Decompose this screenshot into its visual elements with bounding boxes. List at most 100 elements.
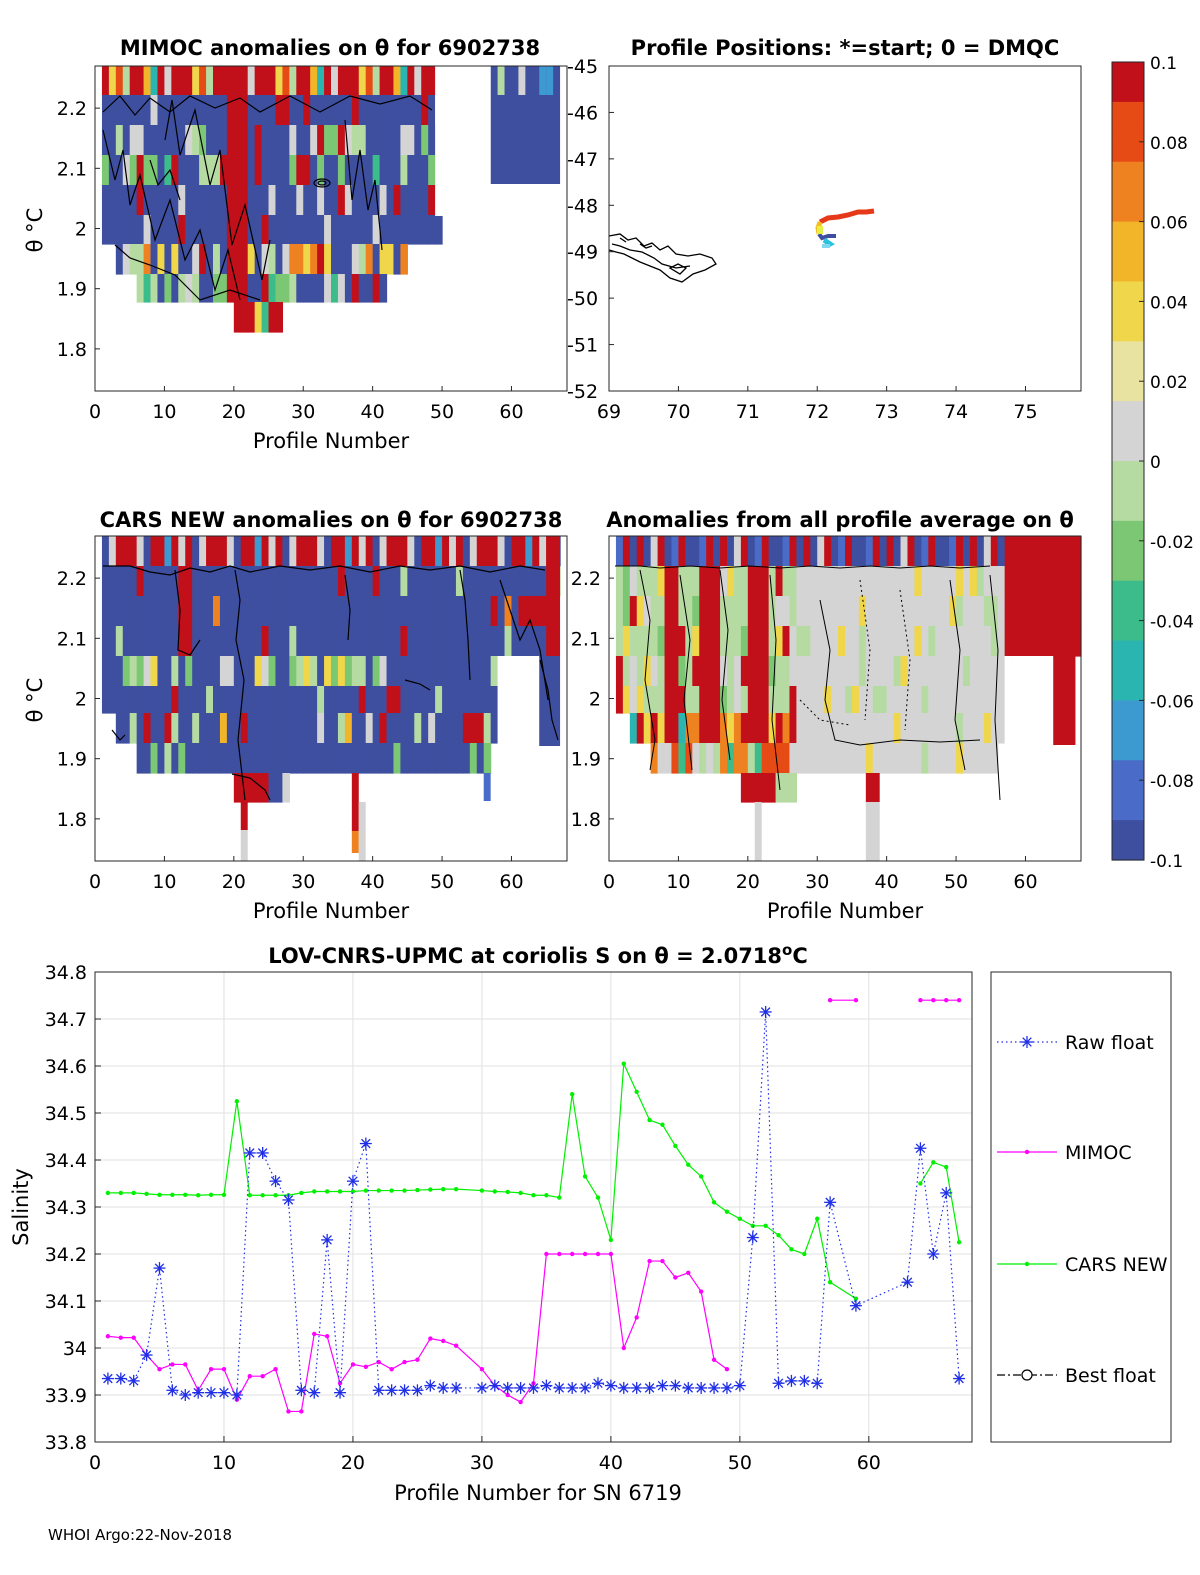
heatmap-cell — [886, 656, 895, 687]
heatmap-cell — [935, 743, 943, 774]
heatmap-cell — [101, 596, 110, 627]
heatmap-cell — [928, 656, 936, 687]
heatmap-cell — [261, 185, 270, 216]
heatmap-cell — [838, 596, 846, 627]
point-marker — [312, 1331, 317, 1337]
point-marker — [944, 998, 949, 1003]
heatmap-cell — [421, 185, 429, 216]
heatmap-cell — [858, 686, 867, 714]
cars-axes: 0 10 20 30 40 50 601.81.922.12.2 — [57, 568, 524, 893]
heatmap-cell — [983, 686, 992, 714]
heatmap-cell — [407, 566, 415, 597]
heatmap-cell — [303, 66, 311, 96]
colorbar-segment — [1112, 500, 1144, 522]
colorbar-segment — [1112, 780, 1144, 801]
heatmap-cell — [824, 686, 832, 714]
heatmap-cell — [261, 95, 270, 126]
asterisk-marker — [219, 1387, 229, 1398]
point-marker — [131, 1335, 136, 1340]
asterisk-marker — [361, 1138, 371, 1149]
heatmap-cell — [692, 626, 700, 657]
heatmap-cell — [414, 95, 422, 126]
heatmap-cell — [782, 536, 791, 567]
heatmap-cell — [115, 626, 124, 657]
point-marker — [544, 1193, 549, 1198]
heatmap-cell — [157, 713, 166, 744]
heatmap-cell — [525, 536, 533, 567]
heatmap-cell — [421, 566, 429, 597]
heatmap-cell — [365, 713, 374, 744]
heatmap-cell — [219, 743, 228, 774]
heatmap-cell — [414, 713, 422, 744]
heatmap-cell — [282, 773, 290, 803]
heatmap-cell — [414, 656, 422, 687]
heatmap-cell — [233, 215, 242, 245]
heatmap-cell — [504, 596, 513, 627]
cars-xlabel: Profile Number — [253, 899, 410, 923]
heatmap-cell — [810, 596, 818, 627]
heatmap-cell — [997, 656, 1006, 687]
heatmap-cell — [206, 274, 214, 303]
heatmap-cell — [108, 215, 117, 245]
heatmap-cell — [296, 155, 304, 186]
heatmap-cell — [171, 125, 179, 156]
heatmap-cell — [115, 656, 124, 687]
heatmap-cell — [240, 656, 249, 687]
heatmap-cell — [462, 536, 471, 567]
colorbar-tick-label: 0 — [1150, 453, 1161, 473]
heatmap-cell — [643, 566, 652, 597]
heatmap-cell — [421, 95, 429, 126]
heatmap-cell — [199, 185, 207, 216]
heatmap-cell — [400, 125, 408, 156]
heatmap-cell — [671, 686, 680, 714]
heatmap-cell — [720, 686, 728, 714]
heatmap-cell — [185, 743, 193, 774]
asterisk-marker — [206, 1387, 216, 1398]
heatmap-cell — [900, 536, 909, 567]
colorbar-ticks: 0.10.080.060.040.020-0.02-0.04-0.06-0.08… — [1139, 54, 1194, 872]
heatmap-cell — [462, 626, 471, 657]
heatmap-cell — [636, 686, 645, 714]
heatmap-cell — [233, 686, 242, 714]
asterisk-marker — [954, 1373, 964, 1384]
heatmap-cell — [344, 185, 353, 216]
point-marker — [724, 1209, 730, 1214]
heatmap-cell — [282, 66, 290, 96]
heatmap-cell — [963, 686, 971, 714]
heatmap-cell — [928, 626, 936, 657]
heatmap-cell — [240, 773, 249, 803]
heatmap-cell — [421, 596, 429, 627]
heatmap-cell — [421, 626, 429, 657]
heatmap-cell — [268, 215, 277, 245]
point-marker — [286, 1409, 291, 1414]
heatmap-cell — [435, 626, 443, 657]
heatmap-cell — [331, 566, 339, 597]
heatmap-cell — [351, 686, 360, 714]
point-marker — [647, 1117, 652, 1123]
point-marker — [299, 1409, 304, 1414]
heatmap-cell — [872, 686, 881, 714]
heatmap-cell — [247, 155, 256, 186]
heatmap-cell — [150, 274, 159, 303]
heatmap-cell — [185, 215, 193, 245]
heatmap-cell — [900, 713, 909, 744]
point-marker — [634, 1315, 639, 1320]
heatmap-cell — [407, 743, 415, 774]
heatmap-cell — [678, 686, 686, 714]
salinity-xlabel: Profile Number for SN 6719 — [394, 1481, 682, 1505]
asterisk-marker — [373, 1385, 384, 1396]
x-tick-label: 50 — [944, 871, 968, 893]
heatmap-cell — [990, 743, 999, 774]
heatmap-cell — [1032, 536, 1040, 567]
heatmap-cell — [845, 596, 853, 627]
heatmap-cell — [490, 626, 499, 657]
heatmap-cell — [393, 95, 402, 126]
heatmap-cell — [275, 566, 284, 597]
heatmap-cell — [414, 125, 422, 156]
heatmap-cell — [671, 656, 680, 687]
heatmap-cell — [1011, 566, 1020, 597]
heatmap-cell — [324, 536, 332, 567]
heatmap-cell — [351, 95, 360, 126]
heatmap-cell — [900, 626, 909, 657]
heatmap-cell — [636, 566, 645, 597]
